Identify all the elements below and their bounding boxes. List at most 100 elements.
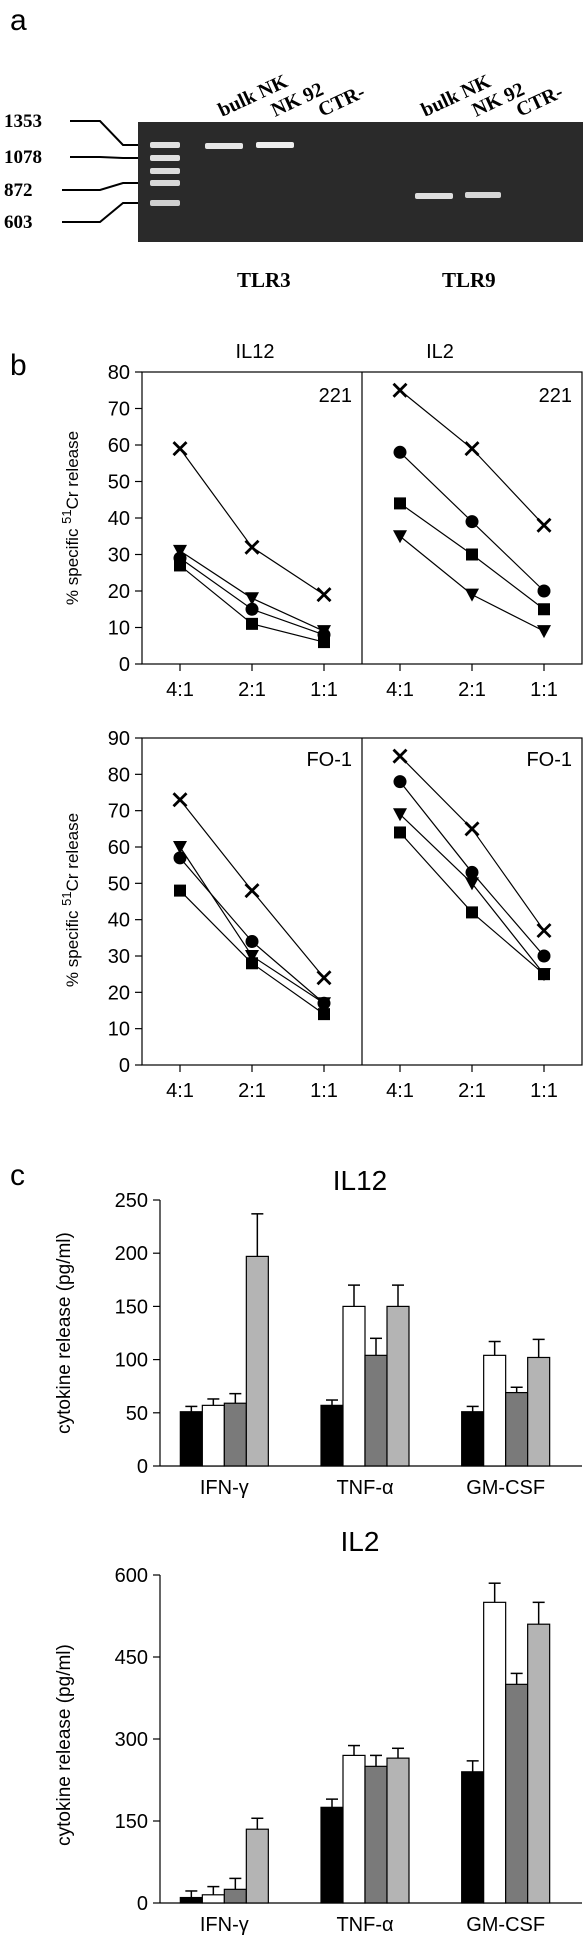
x-tick-label: 1:1 — [530, 1080, 558, 1102]
x-tick-label: 2:1 — [238, 679, 266, 701]
marker-square — [466, 548, 478, 561]
bar-chart-il2: IL2 cytokine release (pg/ml) 0 150 300 450 6… — [54, 1526, 582, 1936]
marker-circle — [393, 445, 407, 459]
bar — [461, 1771, 485, 1904]
gel-image — [138, 122, 583, 242]
bar — [505, 1683, 529, 1904]
line-chart-b-bottom: % specific 51Cr release FO-1 FO-1 0 10 20 3… — [59, 728, 583, 1102]
series-line-x — [399, 389, 545, 526]
ladder-size-labels: 1353 1078 872 603 — [4, 111, 42, 233]
marker-square — [246, 957, 258, 970]
ylabel: % specific 51Cr release — [59, 431, 82, 605]
y-tick-label: 0 — [137, 1456, 148, 1478]
column-title-il12: IL12 — [236, 341, 275, 363]
marker-triangle-down — [393, 530, 407, 544]
leader-line — [70, 120, 138, 146]
marker-square — [538, 968, 550, 981]
marker-x — [392, 748, 408, 764]
bar — [505, 1391, 529, 1467]
chart-title-il2: IL2 — [341, 1526, 380, 1557]
y-tick-label: 100 — [115, 1350, 148, 1372]
ylabel: % specific 51Cr release — [59, 813, 82, 987]
marker-circle — [393, 775, 407, 789]
x-tick-label: 4:1 — [386, 1080, 414, 1102]
marker-circle — [245, 602, 259, 616]
marker-x — [316, 970, 332, 986]
inset-label-221-right: 221 — [539, 385, 572, 407]
ladder-leader-lines — [62, 120, 138, 223]
ylabel: cytokine release (pg/ml) — [54, 1644, 75, 1846]
y-tick-label: 80 — [108, 362, 130, 384]
bar — [364, 1354, 388, 1467]
marker-triangle-down — [465, 877, 479, 891]
y-tick-label: 60 — [108, 435, 130, 457]
marker-square — [466, 906, 478, 919]
ylabel: cytokine release (pg/ml) — [54, 1232, 75, 1434]
marker-x — [172, 792, 188, 808]
bar — [342, 1305, 366, 1467]
category-label: GM-CSF — [466, 1914, 545, 1936]
plot-il2-221 — [392, 382, 552, 639]
y-tick-label: 50 — [108, 873, 130, 895]
inset-label-221-left: 221 — [319, 385, 352, 407]
bar — [320, 1806, 344, 1904]
x-tick-label: 1:1 — [310, 679, 338, 701]
series-line-triangle-down — [179, 846, 325, 1004]
y-tick-label: 30 — [108, 946, 130, 968]
plot-il12-221 — [172, 441, 332, 649]
y-tick-label: 30 — [108, 545, 130, 567]
x-axis-ticks: 4:1 2:1 1:1 4:1 2:1 1:1 — [166, 664, 558, 701]
marker-square — [318, 636, 330, 649]
y-tick-label: 600 — [115, 1565, 148, 1587]
bar — [245, 1828, 269, 1904]
marker-triangle-down — [173, 841, 187, 854]
ladder-band — [150, 168, 180, 174]
x-tick-label: 2:1 — [458, 679, 486, 701]
marker-x — [464, 441, 480, 457]
y-tick-label: 50 — [126, 1403, 148, 1425]
leader-line — [70, 156, 138, 159]
ladder-label-1078: 1078 — [4, 147, 42, 168]
marker-square — [394, 497, 406, 510]
gel-lane-labels: bulk NK NK 92 CTR- bulk NK NK 92 CTR- — [215, 70, 567, 121]
bar — [223, 1402, 247, 1467]
marker-square — [246, 617, 258, 630]
gel-group-tlr3: TLR3 — [237, 268, 291, 292]
marker-circle — [465, 515, 479, 529]
marker-x — [172, 441, 188, 457]
y-tick-label: 60 — [108, 837, 130, 859]
tlr9-band-nk92 — [465, 192, 501, 198]
y-tick-label: 40 — [108, 508, 130, 530]
y-tick-label: 90 — [108, 728, 130, 750]
category-label: TNF-α — [336, 1477, 393, 1499]
y-tick-label: 250 — [115, 1190, 148, 1212]
y-tick-label: 50 — [108, 472, 130, 494]
marker-square — [394, 826, 406, 839]
bar — [461, 1411, 485, 1467]
bar — [527, 1623, 551, 1904]
x-tick-label: 1:1 — [310, 1080, 338, 1102]
marker-circle — [537, 584, 551, 598]
x-axis-categories: IFN-γ TNF-α GM-CSF — [200, 1477, 545, 1499]
category-label: TNF-α — [336, 1914, 393, 1936]
marker-square — [538, 603, 550, 616]
bar — [364, 1765, 388, 1904]
ladder-band — [150, 155, 180, 161]
bars — [179, 1582, 551, 1904]
bar-chart-il12: IL12 cytokine release (pg/ml) 0 50 100 150 2… — [54, 1165, 582, 1499]
lane-label-ctr-1: CTR- — [315, 81, 369, 122]
x-tick-label: 2:1 — [238, 1080, 266, 1102]
bar — [386, 1305, 410, 1467]
y-tick-label: 150 — [115, 1296, 148, 1318]
marker-x — [244, 539, 260, 555]
bar — [386, 1757, 410, 1904]
marker-x — [392, 382, 408, 398]
y-tick-label: 10 — [108, 1019, 130, 1041]
bar — [483, 1354, 507, 1467]
x-tick-label: 4:1 — [166, 679, 194, 701]
marker-triangle-down — [245, 950, 259, 963]
plot-il12-fo1 — [172, 792, 332, 1021]
bar — [223, 1888, 247, 1904]
marker-triangle-down — [393, 808, 407, 822]
